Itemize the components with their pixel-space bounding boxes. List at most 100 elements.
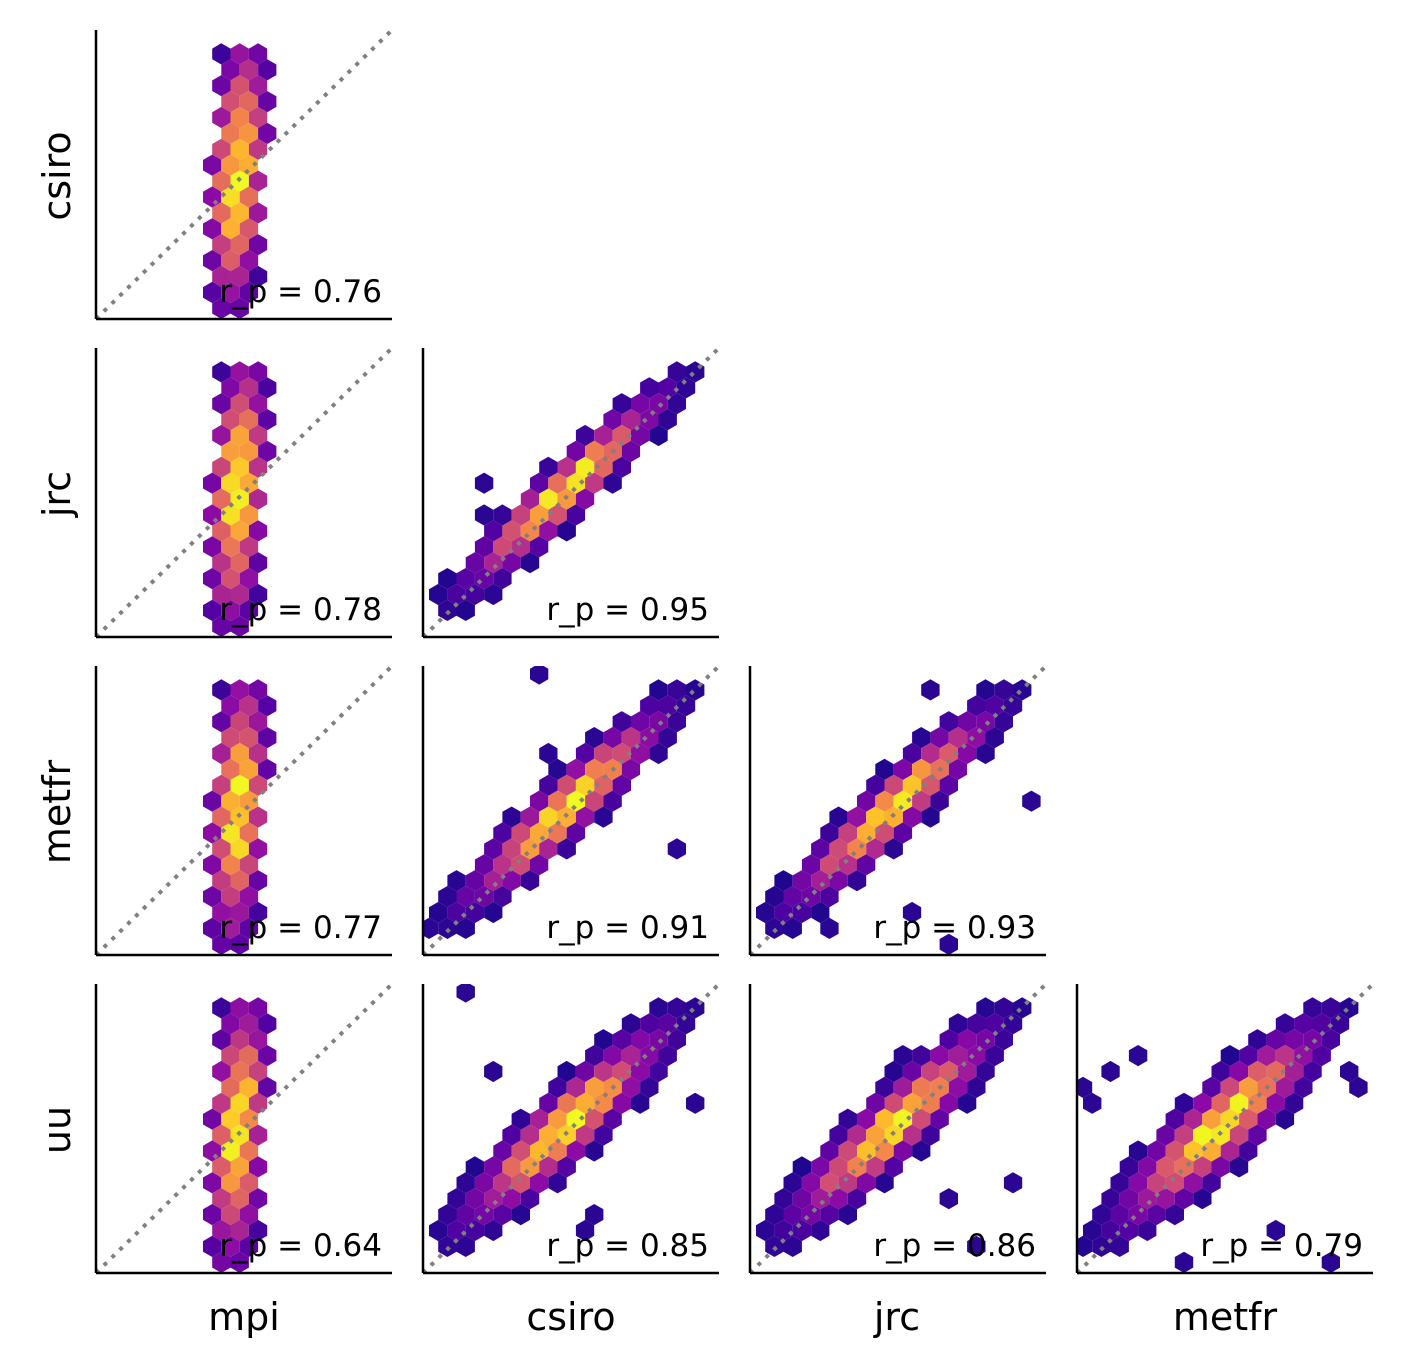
hexbin-cell — [239, 1013, 259, 1035]
hexbin-cell — [1275, 1076, 1295, 1098]
hexbin-cell — [866, 1124, 885, 1146]
hexbin-cell — [212, 1219, 231, 1242]
hexbin-cell — [258, 91, 277, 113]
hexbin-cell — [1266, 1219, 1285, 1242]
hexbin-cell — [212, 742, 231, 765]
hexbin-cell — [1239, 1140, 1258, 1162]
hexbin-cell — [456, 917, 475, 939]
hexbin-cell — [548, 504, 567, 526]
hexbin-cell — [594, 1029, 613, 1051]
hexbin-cell — [575, 1060, 595, 1083]
hexbin-cell — [465, 1188, 485, 1210]
hexbin-cell — [631, 393, 650, 415]
hexbin-cell — [939, 1029, 958, 1051]
hexbin-cell — [649, 679, 668, 701]
hexbin-cell — [1220, 1140, 1240, 1162]
hexbin-cell — [221, 1204, 240, 1226]
hexbin-cell — [1312, 1045, 1331, 1067]
hexbin-cell — [1174, 1092, 1194, 1114]
hexbin-cell — [893, 758, 913, 780]
correlation-label: r_p = 0.77 — [219, 910, 382, 946]
hexbin-cell — [548, 790, 567, 812]
hexbin-cell — [212, 806, 231, 828]
hexbin-cell — [258, 1076, 277, 1098]
hexbin-cell — [1275, 1045, 1295, 1067]
hexbin-cell — [792, 870, 812, 892]
hexbin-panel-csiro-vs-mpi: r_p = 0.76 — [94, 28, 394, 321]
hexbin-cell — [820, 1204, 839, 1226]
hexbin-cell — [912, 1045, 931, 1067]
hexbin-cell — [239, 218, 259, 240]
hexbin-cells — [203, 43, 277, 319]
hexbin-cell — [658, 1045, 677, 1067]
hexbin-cell — [230, 106, 249, 129]
hexbin-cell — [511, 1204, 530, 1226]
hexbin-cell — [976, 711, 995, 733]
hexbin-cell — [1248, 1124, 1267, 1146]
hexbin-cell — [212, 297, 231, 319]
hexbin-cell — [212, 774, 231, 796]
hexbin-cell — [530, 536, 549, 558]
hexbin-cell — [976, 1060, 995, 1083]
hexbin-cell — [221, 186, 240, 208]
hexbin-cell — [875, 1172, 894, 1194]
one-to-one-line — [421, 346, 721, 639]
hexbin-cell — [530, 790, 549, 812]
hexbin-cell — [493, 504, 512, 526]
hexbin-cells — [429, 984, 705, 1257]
hexbin-cell — [258, 122, 277, 144]
hexbin-cell — [484, 1060, 503, 1083]
correlation-label: r_p = 0.79 — [1200, 1228, 1363, 1264]
hexbin-cell — [230, 1156, 249, 1178]
hexbin-cell — [548, 1140, 567, 1162]
hexbin-panel-uu-vs-metfr: r_p = 0.79 — [1075, 982, 1375, 1275]
hexbin-cell — [221, 790, 240, 812]
hexbin-cell — [649, 1060, 668, 1083]
hexbin-cell — [1229, 1060, 1249, 1083]
hexbin-cell — [921, 774, 940, 796]
hexbin-cell — [511, 822, 530, 844]
hexbin-panel-uu-vs-mpi: r_p = 0.64 — [94, 982, 394, 1275]
hexbin-cell — [502, 838, 521, 860]
hexbin-cell — [221, 1045, 240, 1067]
correlation-label: r_p = 0.76 — [219, 274, 382, 310]
correlation-label: r_p = 0.78 — [219, 592, 382, 628]
hexbin-cell — [520, 870, 540, 892]
hexbin-cell — [1239, 1045, 1258, 1067]
hexbin-cell — [801, 1172, 821, 1194]
hexbin-cell — [985, 1013, 1004, 1035]
hexbin-cell — [493, 854, 512, 876]
hexbin-cell — [1119, 1156, 1139, 1178]
one-to-one-line — [94, 982, 394, 1275]
hexbin-cell — [765, 886, 784, 908]
hexbin-cell — [847, 1124, 867, 1146]
correlation-label: r_p = 0.86 — [873, 1228, 1036, 1264]
hexbin-cell — [248, 361, 268, 383]
hexbin-cell — [1193, 1188, 1212, 1210]
col-label-mpi: mpi — [208, 1295, 280, 1339]
hexbin-cell — [520, 552, 540, 574]
hexbin-cell — [1110, 1172, 1129, 1194]
hexbin-cell — [585, 1108, 604, 1130]
hexbin-cell — [857, 1108, 876, 1130]
hexbin-cell — [1119, 1188, 1139, 1210]
hexbin-cell — [566, 822, 586, 844]
hexbin-cell — [912, 727, 931, 749]
hexbin-cell — [212, 615, 231, 637]
hexbin-cell — [258, 59, 277, 81]
hexbin-cell — [783, 1235, 802, 1257]
hexbin-cell — [438, 599, 457, 621]
hexbin-cell — [566, 440, 586, 462]
hexbin-cell — [612, 774, 631, 796]
hexbin-cell — [239, 504, 259, 526]
hexbin-cell — [212, 202, 231, 224]
hexbin-cell — [258, 1045, 277, 1067]
hexbin-cell — [203, 1235, 222, 1257]
hexbin-cell — [212, 43, 231, 65]
hexbin-cell — [557, 520, 576, 542]
hexbin-cell — [230, 138, 249, 160]
row-label-csiro: csiro — [35, 131, 79, 220]
hexbin-cell — [902, 806, 922, 828]
hexbin-cell — [493, 1172, 512, 1194]
